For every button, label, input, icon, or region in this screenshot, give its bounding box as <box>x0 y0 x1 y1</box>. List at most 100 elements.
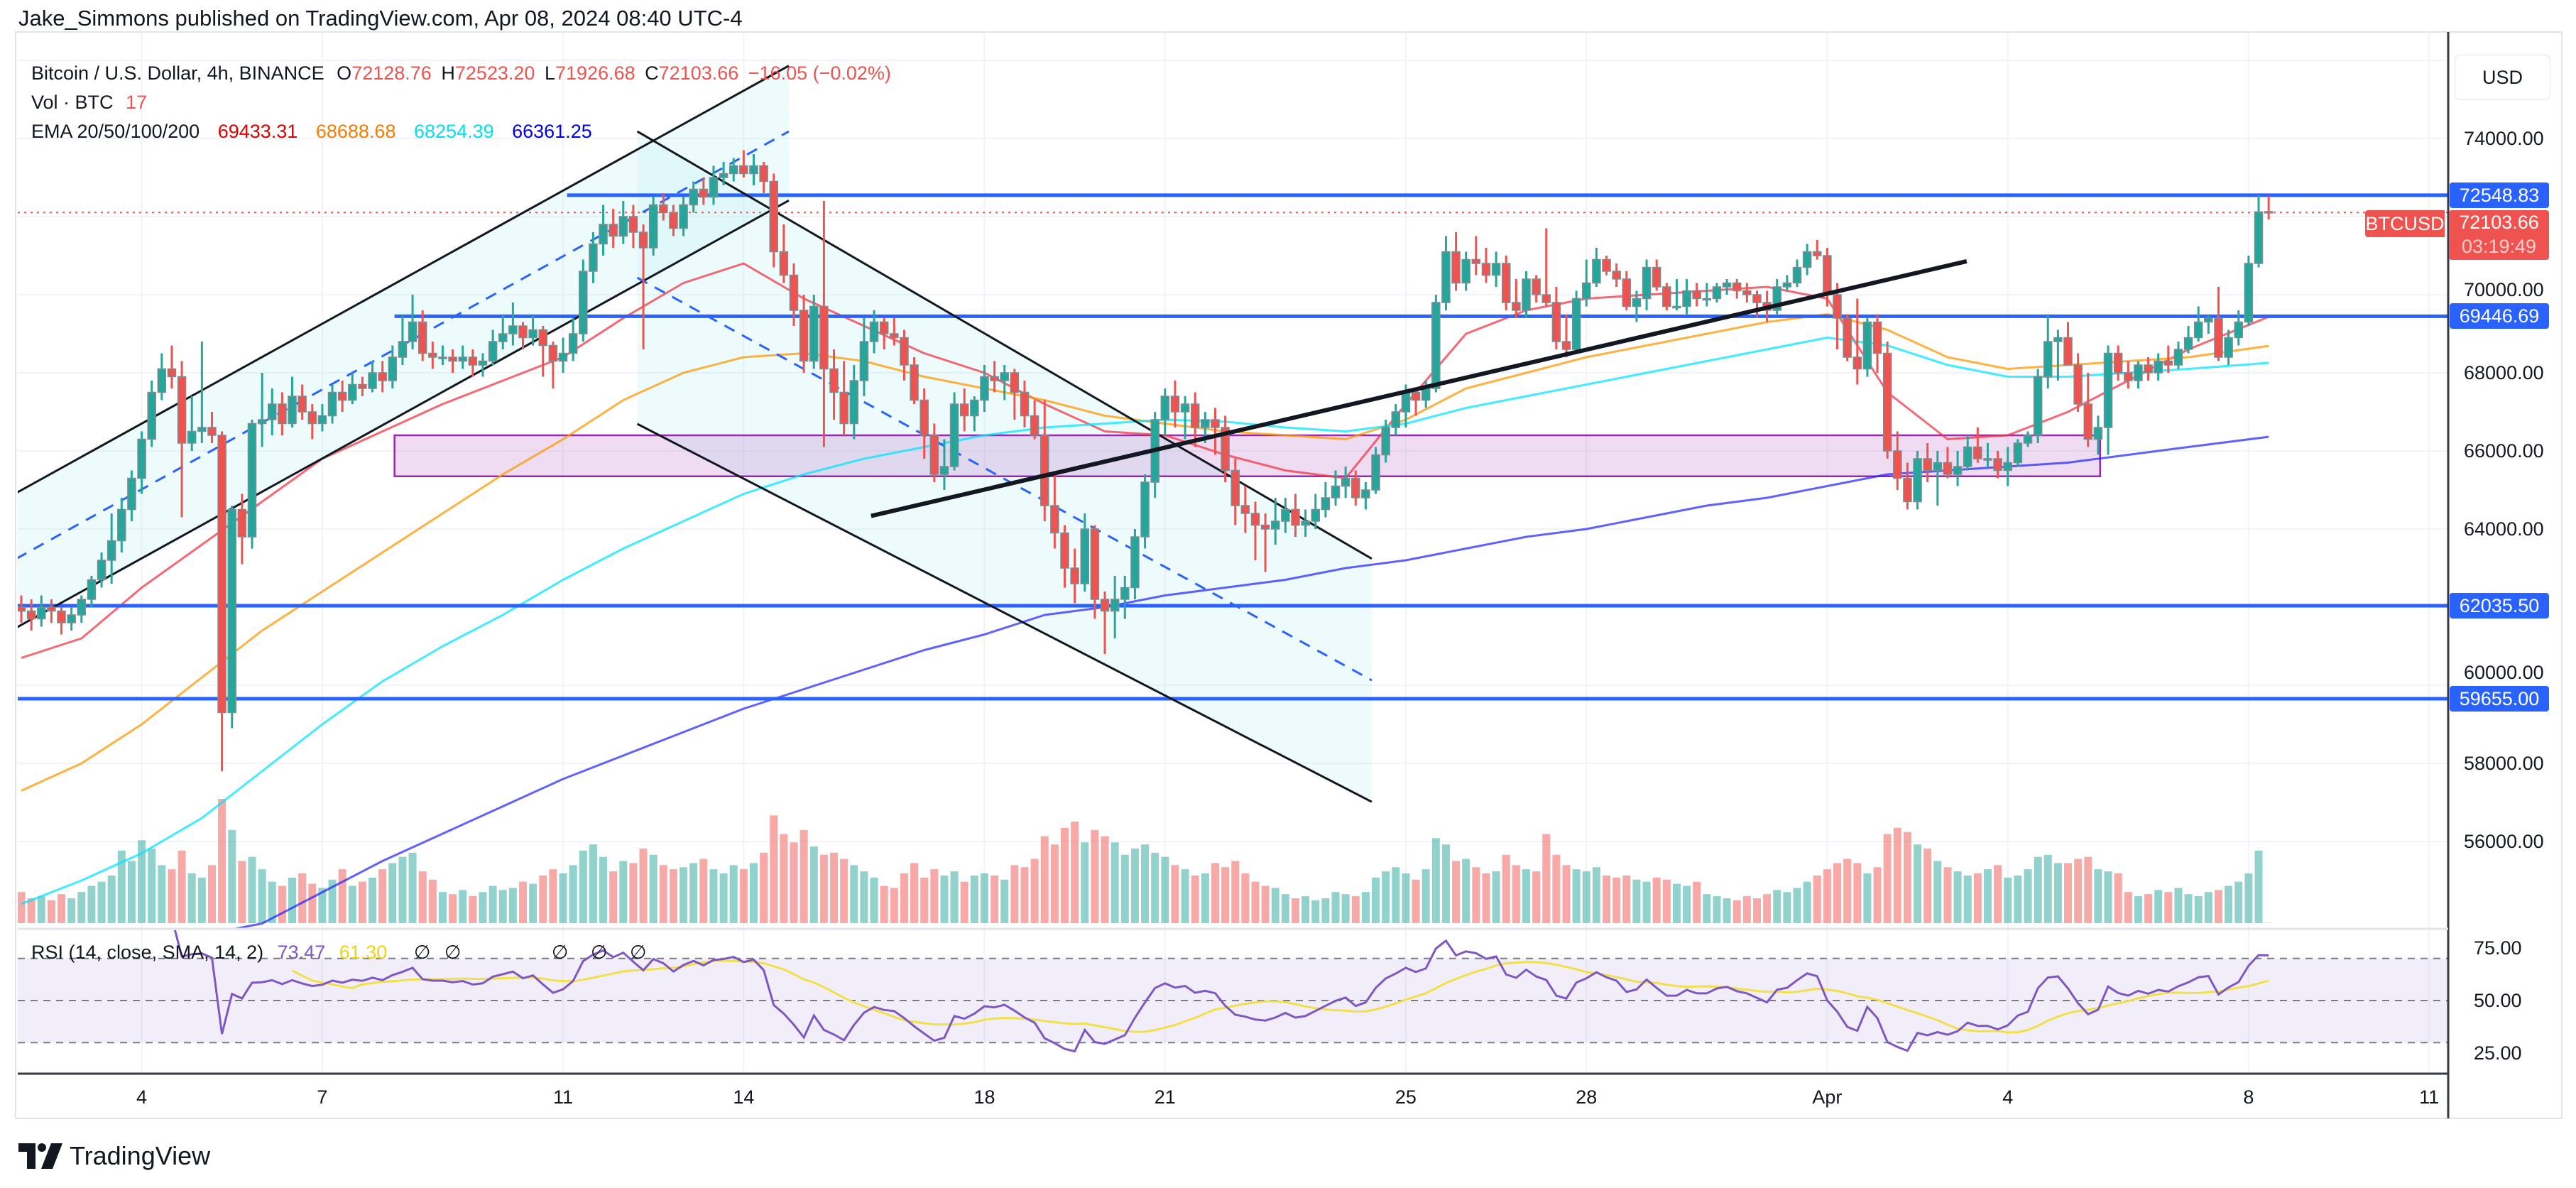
candle-body <box>699 188 709 198</box>
rsi-pane[interactable] <box>18 912 2448 1053</box>
volume-legend[interactable]: Vol · BTC 17 <box>31 92 154 114</box>
volume-bar <box>729 865 738 923</box>
ascending-channel-upper <box>18 65 790 494</box>
volume-label: Vol · BTC <box>31 92 114 113</box>
candle-body <box>97 560 107 581</box>
candle-body <box>317 415 327 425</box>
rsi-na-3: ∅ <box>551 942 569 963</box>
volume-bar <box>2144 894 2153 923</box>
volume-bar <box>1101 836 1109 923</box>
candle-body <box>1632 298 1642 307</box>
candle-body <box>1732 282 1742 292</box>
volume-bar <box>709 869 718 923</box>
candle <box>26 599 36 631</box>
candle <box>1120 576 1130 619</box>
price-tick: 74000.00 <box>2464 128 2544 149</box>
candle-body <box>558 352 568 362</box>
candle <box>869 310 879 354</box>
candle <box>1211 408 1220 455</box>
candle <box>1371 447 1380 494</box>
volume-bar <box>619 861 628 923</box>
candle <box>739 150 748 178</box>
price-pane[interactable] <box>0 65 2448 979</box>
candle <box>1321 482 1331 518</box>
candle <box>1852 298 1862 385</box>
candle <box>558 337 568 373</box>
candle-body <box>47 606 56 612</box>
volume-bar <box>2174 888 2183 923</box>
candle <box>759 162 768 193</box>
candle <box>1833 283 1842 349</box>
ema-legend[interactable]: EMA 20/50/100/200 69433.31 68688.68 6825… <box>31 121 599 143</box>
candle <box>278 392 287 435</box>
level-price-label: 69446.69 <box>2450 303 2549 329</box>
volume-bar <box>1994 865 2002 923</box>
volume-bar <box>1773 890 1781 923</box>
symbol-legend[interactable]: Bitcoin / U.S. Dollar, 4h, BINANCE O7212… <box>31 62 898 85</box>
candle <box>1090 525 1100 619</box>
candle <box>890 318 899 346</box>
volume-bar <box>18 892 26 923</box>
candle-body <box>398 341 408 358</box>
volume-bar <box>187 873 196 923</box>
candle <box>358 376 367 396</box>
time-tick: 21 <box>1154 1086 1176 1108</box>
candle-body <box>1160 396 1170 420</box>
volume-bar <box>58 894 66 923</box>
volume-bar <box>689 863 698 923</box>
candle-body <box>1451 251 1461 284</box>
candle-body <box>1371 454 1380 491</box>
volume-bar <box>900 873 908 923</box>
tradingview-logo[interactable]: TradingView <box>18 1141 210 1171</box>
volume-bar <box>1061 827 1069 923</box>
candle-body <box>1682 290 1691 307</box>
volume-bar <box>218 799 227 923</box>
volume-bar <box>1562 865 1571 923</box>
candle <box>1662 283 1671 310</box>
volume-bar <box>1693 881 1701 923</box>
candle <box>769 173 778 268</box>
descending-channel-fill <box>637 131 1372 802</box>
volume-bar <box>127 861 136 923</box>
candle <box>719 162 728 185</box>
candle <box>337 381 347 412</box>
rsi-signal-line <box>291 959 2269 1034</box>
candle <box>1110 576 1120 638</box>
candle <box>689 181 698 213</box>
candle <box>1943 447 1953 479</box>
candle <box>2264 196 2274 220</box>
candle-body <box>1311 508 1321 522</box>
candle-body <box>1852 356 1862 370</box>
candle-body <box>1742 290 1752 295</box>
volume-bar <box>418 871 427 923</box>
open-label: O <box>337 62 352 84</box>
candle <box>2204 314 2213 334</box>
rsi-legend[interactable]: RSI (14, close, SMA, 14, 2) 73.47 61.30 … <box>31 942 655 964</box>
candle <box>428 342 437 369</box>
candle <box>1070 548 1079 604</box>
candle-body <box>2113 352 2123 374</box>
currency-button[interactable]: USD <box>2455 55 2550 100</box>
volume-bar <box>1421 869 1430 923</box>
candle-body <box>197 427 207 432</box>
candle <box>1240 486 1250 533</box>
volume-bar <box>1703 894 1711 923</box>
volume-bar <box>990 875 999 923</box>
candle-body <box>819 305 829 370</box>
candle-body <box>628 216 638 233</box>
volume-bar <box>1603 875 1611 923</box>
volume-bar <box>1933 861 1942 923</box>
volume-bar <box>950 871 959 923</box>
candle <box>949 392 959 471</box>
candle <box>77 595 87 623</box>
high-value: 72523.20 <box>454 62 535 84</box>
candle <box>127 470 136 521</box>
candle-body <box>67 614 76 623</box>
current-price: 72103.66 <box>2459 212 2539 233</box>
candle-body <box>207 427 217 436</box>
volume-bar <box>1723 898 1731 923</box>
candle <box>298 384 307 420</box>
candle-body <box>417 321 427 354</box>
candle <box>1722 279 1732 295</box>
